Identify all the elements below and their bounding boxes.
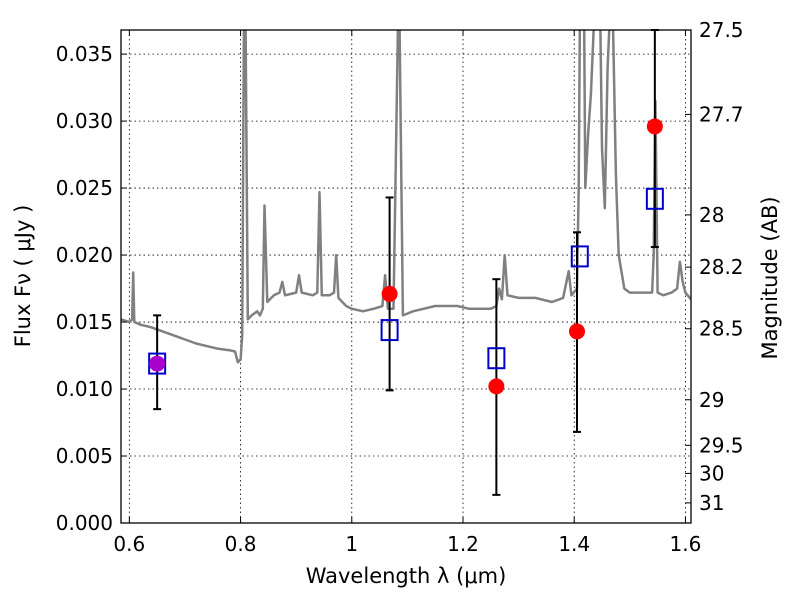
x-tick-label: 0.6 (113, 532, 145, 556)
observed-point (569, 323, 585, 340)
x-tick-label: 0.8 (225, 532, 257, 556)
model-point (380, 319, 399, 342)
y-tick-label: 0.020 (56, 243, 113, 267)
model-point (570, 245, 589, 268)
x-tick-label: 1 (345, 532, 358, 556)
plot-frame (120, 29, 692, 524)
right-tick-label: 28 (699, 203, 724, 227)
observed-point (488, 378, 505, 395)
y-tick-label: 0.025 (56, 176, 113, 200)
x-tick-label: 1.6 (670, 532, 702, 556)
x-axis-label: Wavelength λ (μm) (306, 564, 507, 588)
observed-point (149, 355, 166, 372)
template-spectrum-line (121, 30, 691, 364)
observed-point (381, 285, 398, 302)
y-axis-label: Flux Fν ( μJy ) (11, 205, 35, 348)
right-tick-label: 28.2 (699, 255, 744, 279)
model-point (487, 347, 506, 370)
x-tick-label: 1.2 (447, 532, 479, 556)
y-tick-label: 0.030 (56, 109, 113, 133)
right-tick-label: 27.7 (699, 102, 744, 126)
right-tick-label: 29.5 (699, 433, 744, 457)
model-point (645, 187, 664, 210)
right-tick-label: 30 (699, 461, 724, 485)
observed-point (646, 118, 663, 135)
y-tick-label: 0.015 (56, 310, 113, 334)
x-tick-label: 1.4 (558, 532, 590, 556)
right-tick-label: 28.5 (699, 317, 744, 341)
y-tick-label: 0.005 (56, 444, 113, 468)
right-tick-label: 31 (699, 491, 724, 515)
y-tick-label: 0.035 (56, 42, 113, 66)
right-tick-label: 29 (699, 388, 724, 412)
y-tick-label: 0.010 (56, 377, 113, 401)
right-tick-label: 27.5 (699, 18, 744, 42)
right-axis-label: Magnitude (AB) (758, 196, 782, 359)
y-tick-label: 0.000 (56, 511, 113, 535)
